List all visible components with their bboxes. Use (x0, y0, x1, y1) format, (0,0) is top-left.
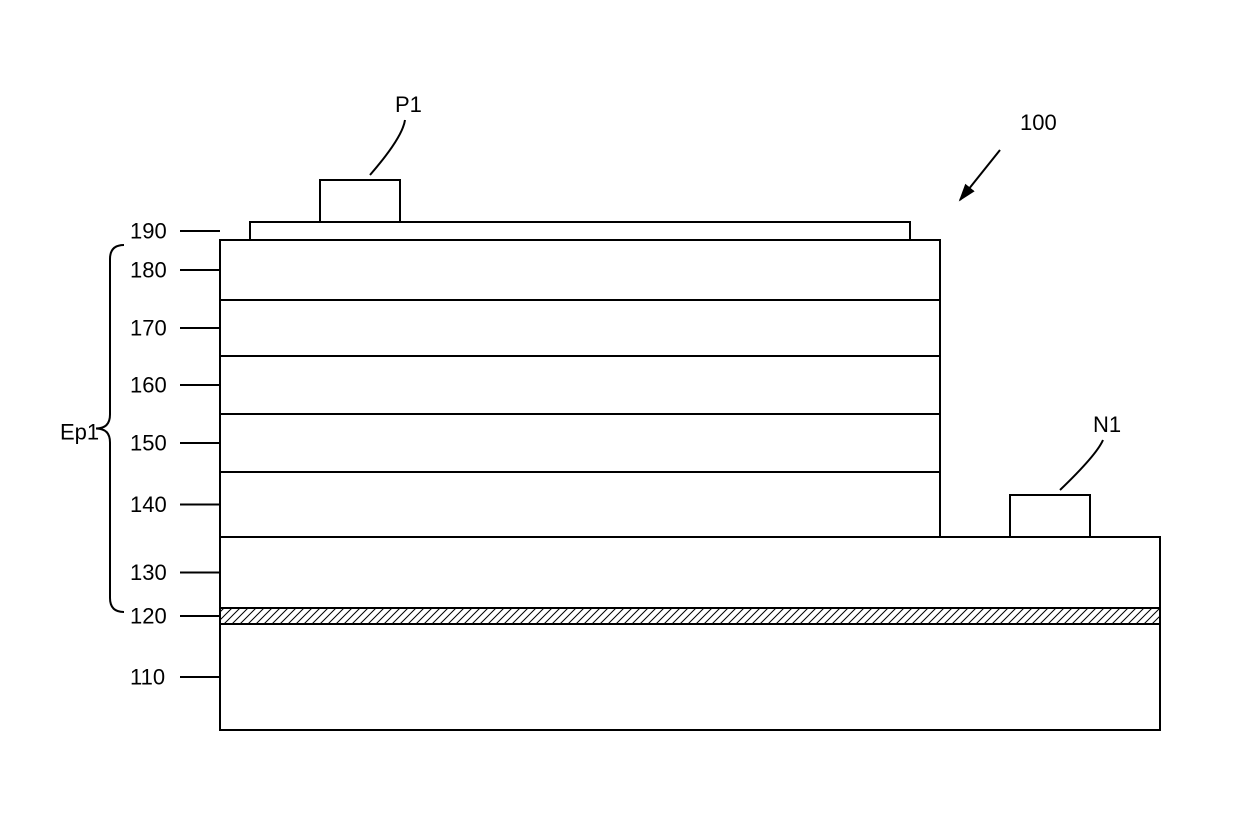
layer-150 (220, 414, 940, 472)
label-110: 110 (130, 665, 165, 690)
label-150: 150 (130, 431, 167, 456)
label-140: 140 (130, 492, 167, 517)
electrode-label-P1: P1 (395, 92, 422, 117)
electrode-label-N1: N1 (1093, 412, 1121, 437)
label-190: 190 (130, 219, 167, 244)
layer-180 (220, 240, 940, 300)
device-label: 100 (1020, 110, 1057, 135)
group-label: Ep1 (60, 420, 99, 445)
label-160: 160 (130, 373, 167, 398)
layer-diagram: 110 120 130 140 150 160 170 180 190 P1 N1 100 Ep1 (0, 0, 1240, 838)
group-brace (96, 245, 124, 612)
layer-120 (220, 608, 1160, 624)
layer-140 (220, 472, 940, 537)
layer-110 (220, 624, 1160, 730)
callout-P1 (370, 120, 405, 175)
label-120: 120 (130, 604, 167, 629)
label-180: 180 (130, 258, 167, 283)
label-130: 130 (130, 560, 167, 585)
callout-N1 (1060, 440, 1103, 490)
label-170: 170 (130, 316, 167, 341)
layer-160 (220, 356, 940, 414)
device-arrow (960, 150, 1000, 200)
electrode-P1 (320, 180, 400, 222)
layer-130 (220, 537, 1160, 608)
layer-170 (220, 300, 940, 356)
layer-190 (250, 222, 910, 240)
electrode-N1 (1010, 495, 1090, 537)
